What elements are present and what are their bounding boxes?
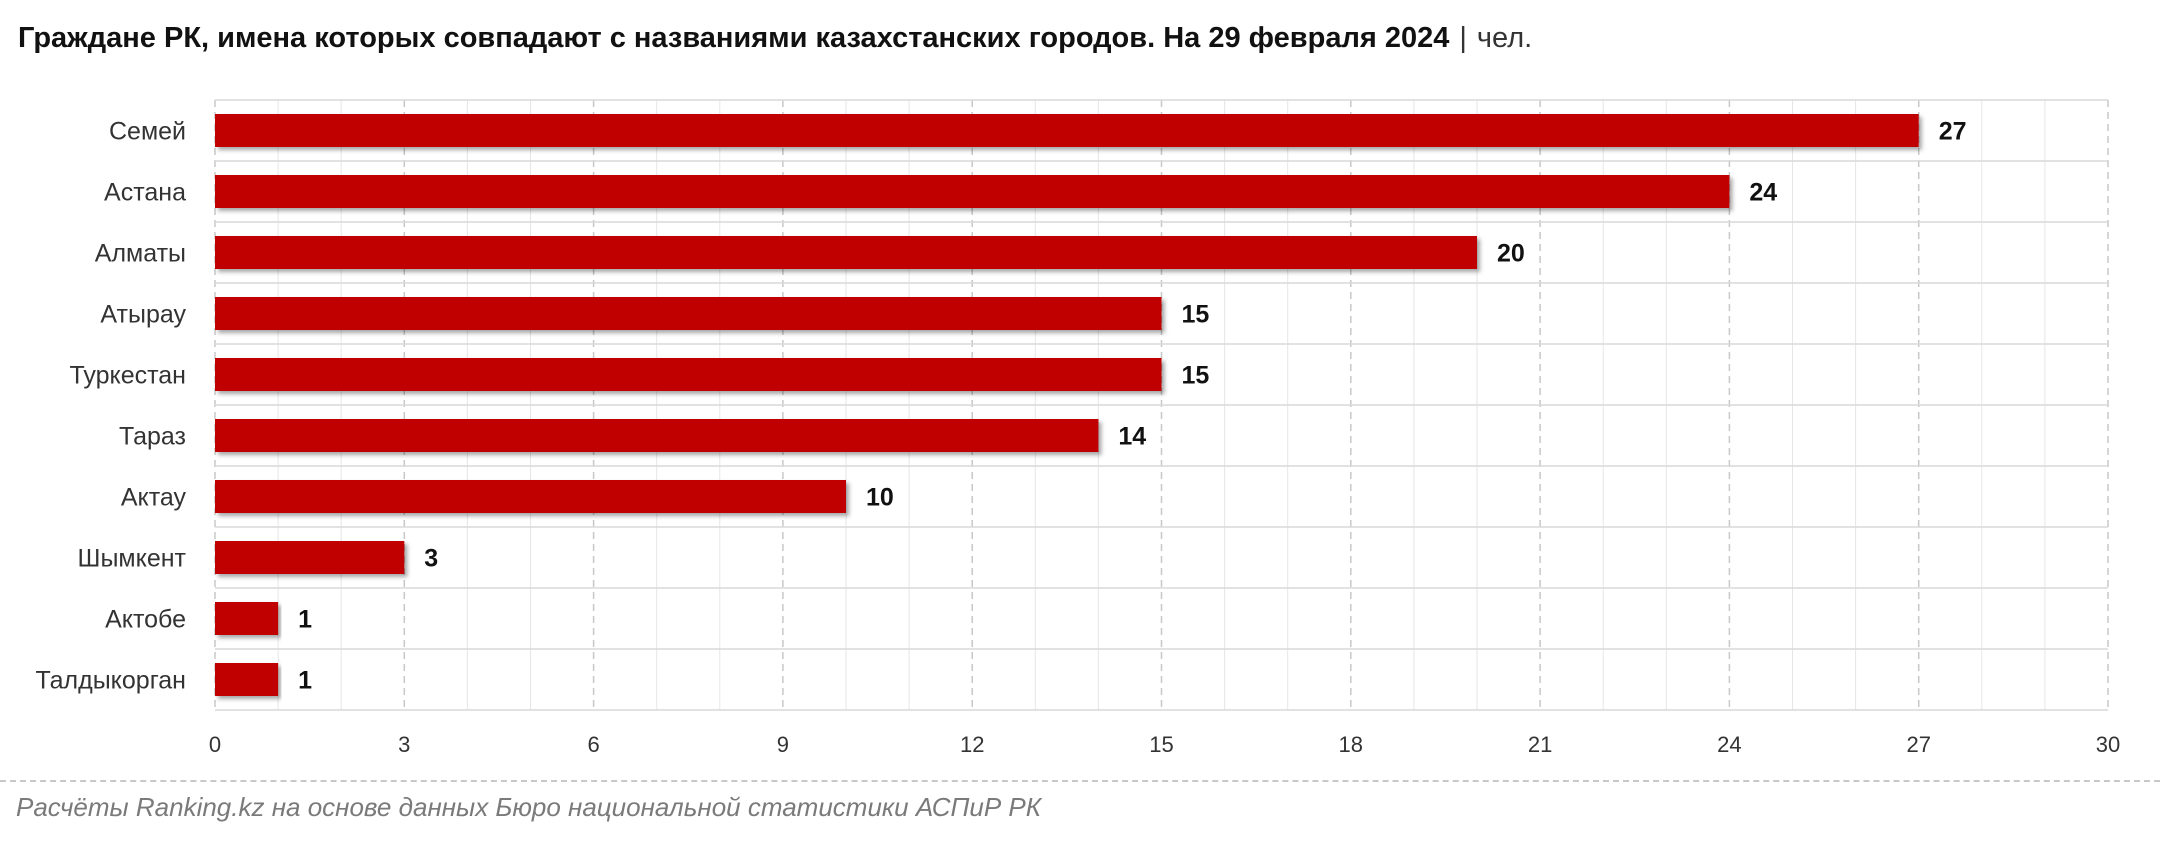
bar-10: [215, 663, 279, 696]
value-label: 24: [1749, 179, 1777, 207]
bar-7: [215, 480, 846, 513]
chart-title: Граждане РК, имена которых совпадают с н…: [18, 22, 1532, 55]
title-text: Граждане РК, имена которых совпадают с н…: [18, 22, 1450, 54]
category-label: Семей: [109, 118, 186, 146]
value-label: 10: [866, 484, 894, 512]
bar-3: [215, 236, 1477, 269]
title-separator: |: [1459, 22, 1467, 54]
value-label: 15: [1182, 301, 1210, 329]
category-label: Талдыкорган: [35, 667, 186, 695]
x-tick-label: 24: [1717, 732, 1741, 757]
x-tick-label: 9: [777, 732, 789, 757]
x-tick-label: 18: [1339, 732, 1363, 757]
value-label: 1: [298, 667, 312, 695]
chart-bars: [215, 114, 1919, 696]
x-tick-label: 0: [209, 732, 221, 757]
value-label: 15: [1182, 362, 1210, 390]
category-label: Шымкент: [78, 545, 187, 573]
bar-9: [215, 602, 279, 635]
x-tick-label: 6: [587, 732, 599, 757]
x-tick-label: 30: [2096, 732, 2120, 757]
category-label: Туркестан: [70, 362, 187, 390]
category-label: Астана: [104, 179, 186, 207]
bar-5: [215, 358, 1162, 391]
x-tick-label: 21: [1528, 732, 1552, 757]
value-label: 1: [298, 606, 312, 634]
bar-4: [215, 297, 1162, 330]
x-tick-label: 27: [1906, 732, 1930, 757]
bar-2: [215, 175, 1730, 208]
category-label: Актобе: [105, 606, 186, 634]
bar-chart: Семей Астана Алматы Атырау Туркестан Тараз Акт…: [35, 99, 2120, 757]
source-note: Расчёты Ranking.kz на основе данных Бюро…: [16, 792, 1042, 822]
bar-8: [215, 541, 405, 574]
bar-6: [215, 419, 1099, 452]
x-tick-label: 12: [960, 732, 984, 757]
bar-1: [215, 114, 1919, 147]
value-labels: 27 24 20 15 15 14 10 3 1 1: [298, 118, 1966, 695]
x-tick-label: 15: [1149, 732, 1173, 757]
x-tick-label: 3: [398, 732, 410, 757]
category-labels: Семей Астана Алматы Атырау Туркестан Тараз Акт…: [35, 118, 186, 695]
value-label: 14: [1118, 423, 1146, 451]
footer-divider: [0, 780, 2160, 782]
value-label: 20: [1497, 240, 1525, 268]
value-label: 27: [1939, 118, 1967, 146]
category-label: Тараз: [119, 423, 186, 451]
x-axis-ticks: 0 3 6 9 12 15 18 21 24 27 30: [209, 732, 2120, 757]
title-unit: чел.: [1476, 22, 1533, 54]
category-label: Актау: [121, 484, 187, 512]
category-label: Атырау: [100, 301, 186, 329]
value-label: 3: [424, 545, 438, 573]
category-label: Алматы: [95, 240, 186, 268]
